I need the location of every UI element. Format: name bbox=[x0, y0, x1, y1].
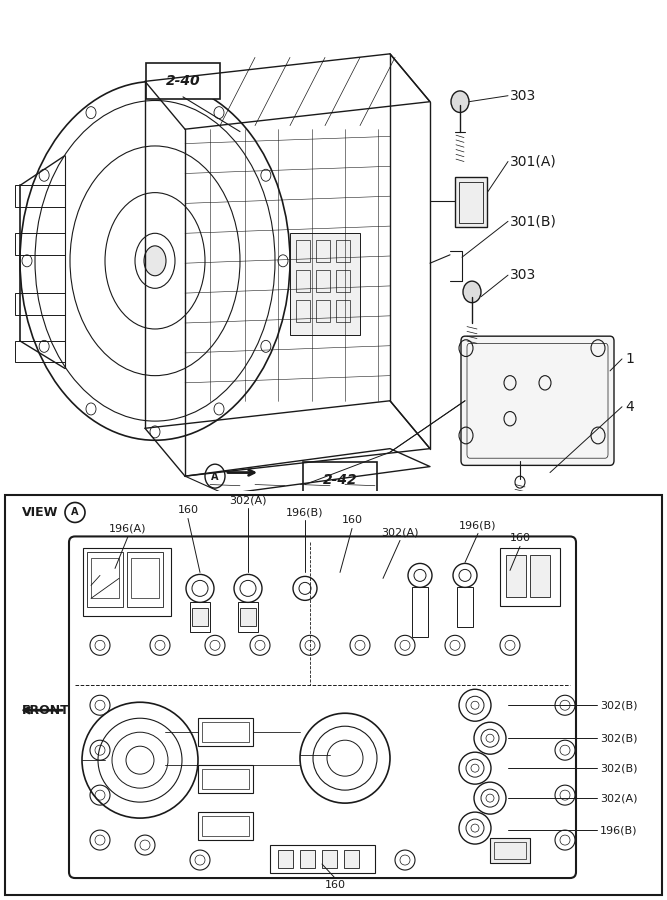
FancyBboxPatch shape bbox=[461, 337, 614, 465]
Bar bbox=[494, 842, 526, 859]
Bar bbox=[457, 588, 473, 627]
Text: 301(A): 301(A) bbox=[510, 155, 557, 168]
Text: 302(B): 302(B) bbox=[600, 734, 638, 743]
Bar bbox=[192, 608, 208, 626]
Bar bbox=[290, 233, 360, 335]
Bar bbox=[15, 185, 65, 207]
Bar bbox=[296, 240, 310, 262]
Text: 160: 160 bbox=[510, 534, 530, 544]
Text: 302(A): 302(A) bbox=[382, 527, 419, 537]
Text: 196(B): 196(B) bbox=[600, 825, 638, 835]
Bar bbox=[15, 293, 65, 315]
Bar bbox=[459, 182, 483, 222]
Text: 1: 1 bbox=[625, 352, 634, 366]
Bar bbox=[240, 608, 256, 626]
Text: 301(B): 301(B) bbox=[510, 214, 557, 229]
Text: 196(B): 196(B) bbox=[460, 520, 497, 530]
Bar bbox=[202, 816, 249, 836]
Bar bbox=[336, 240, 350, 262]
Bar bbox=[238, 602, 258, 633]
Bar bbox=[316, 270, 330, 292]
Bar bbox=[202, 722, 249, 742]
Bar bbox=[344, 850, 359, 868]
Text: 303: 303 bbox=[510, 89, 536, 103]
Bar bbox=[127, 553, 163, 608]
Text: A: A bbox=[71, 508, 79, 518]
Bar bbox=[198, 765, 253, 793]
Bar bbox=[198, 812, 253, 840]
Bar bbox=[322, 850, 337, 868]
Bar bbox=[500, 548, 560, 607]
Bar bbox=[15, 233, 65, 255]
Bar bbox=[455, 177, 487, 228]
Text: 160: 160 bbox=[177, 506, 199, 516]
Bar bbox=[131, 558, 159, 598]
Bar bbox=[506, 555, 526, 598]
Bar bbox=[300, 850, 315, 868]
Text: 4: 4 bbox=[625, 400, 634, 414]
Text: A: A bbox=[211, 472, 219, 482]
Bar bbox=[336, 301, 350, 322]
FancyBboxPatch shape bbox=[146, 63, 220, 99]
Text: 2-40: 2-40 bbox=[165, 75, 200, 88]
Bar bbox=[530, 555, 550, 598]
Bar bbox=[15, 341, 65, 363]
Text: 302(B): 302(B) bbox=[600, 763, 638, 773]
Text: 196(B): 196(B) bbox=[286, 508, 323, 518]
Bar bbox=[296, 270, 310, 292]
Bar bbox=[202, 770, 249, 789]
Text: 160: 160 bbox=[325, 880, 346, 890]
Bar bbox=[83, 548, 171, 617]
Bar bbox=[490, 838, 530, 863]
Bar bbox=[91, 558, 119, 598]
Bar bbox=[316, 301, 330, 322]
Bar bbox=[87, 553, 123, 608]
Ellipse shape bbox=[144, 246, 166, 275]
Bar bbox=[412, 588, 428, 637]
Bar bbox=[270, 845, 375, 873]
Bar bbox=[296, 301, 310, 322]
Text: 196(A): 196(A) bbox=[109, 524, 147, 534]
Bar bbox=[316, 240, 330, 262]
Text: 302(A): 302(A) bbox=[229, 496, 267, 506]
Bar bbox=[190, 602, 210, 633]
Text: FRONT: FRONT bbox=[22, 704, 70, 716]
Bar bbox=[198, 718, 253, 746]
Text: 303: 303 bbox=[510, 268, 536, 283]
Text: 160: 160 bbox=[342, 516, 362, 526]
Circle shape bbox=[463, 281, 481, 302]
Circle shape bbox=[451, 91, 469, 112]
Bar bbox=[278, 850, 293, 868]
FancyBboxPatch shape bbox=[303, 462, 377, 498]
Text: 302(A): 302(A) bbox=[600, 793, 638, 803]
Text: VIEW: VIEW bbox=[22, 506, 59, 519]
Bar bbox=[336, 270, 350, 292]
Text: 302(B): 302(B) bbox=[600, 700, 638, 710]
Text: 2-42: 2-42 bbox=[323, 472, 358, 487]
